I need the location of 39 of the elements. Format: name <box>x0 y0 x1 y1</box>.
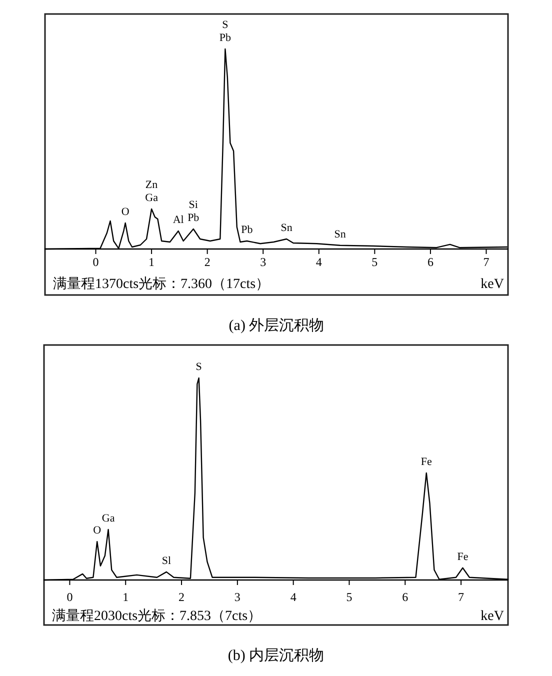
text: 满量程1370cts光标：7.360（17cts） <box>53 276 270 292</box>
x-tick-label: 6 <box>427 255 434 269</box>
text: 满量程2030cts光标：7.853（7cts） <box>52 608 262 624</box>
text: (a) 外层沉积物 <box>228 317 324 334</box>
x-tick-label: 4 <box>316 255 322 269</box>
annotation: Si <box>188 199 198 211</box>
x-axis-title: keV <box>480 609 504 624</box>
x-tick-label: 7 <box>483 255 490 269</box>
x-tick-label: 1 <box>148 255 155 269</box>
annotation: Pb <box>241 224 254 236</box>
x-tick-label: 2 <box>178 590 185 604</box>
annotation: O <box>121 206 130 218</box>
x-tick-label: 1 <box>122 590 129 604</box>
annotation: Pb <box>219 32 232 44</box>
annotation: S <box>196 361 202 373</box>
x-tick-label: 0 <box>66 590 73 604</box>
annotation: Ga <box>102 512 115 524</box>
x-tick-label: 5 <box>346 590 352 604</box>
annotation: Sn <box>280 222 293 234</box>
x-tick-label: 7 <box>458 590 464 604</box>
x-tick-label: 4 <box>290 590 296 604</box>
annotation: Fe <box>420 456 432 468</box>
annotation: Pb <box>188 212 200 224</box>
text: (b) 内层沉积物 <box>228 647 324 664</box>
annotation: Sl <box>162 554 172 567</box>
annotation: Ga <box>145 192 158 204</box>
annotation: Zn <box>145 179 158 191</box>
annotation: Fe <box>457 550 468 563</box>
annotation: Sn <box>334 228 346 240</box>
x-tick-label: 3 <box>234 590 240 604</box>
x-tick-label: 3 <box>260 255 266 269</box>
x-tick-label: 5 <box>372 255 378 269</box>
annotation: S <box>222 19 228 31</box>
x-tick-label: 2 <box>204 255 210 269</box>
x-tick-label: 0 <box>92 255 99 269</box>
x-axis-title: keV <box>480 277 504 292</box>
annotation: Al <box>172 214 184 226</box>
x-tick-label: 6 <box>402 590 408 604</box>
annotation: O <box>93 524 102 537</box>
